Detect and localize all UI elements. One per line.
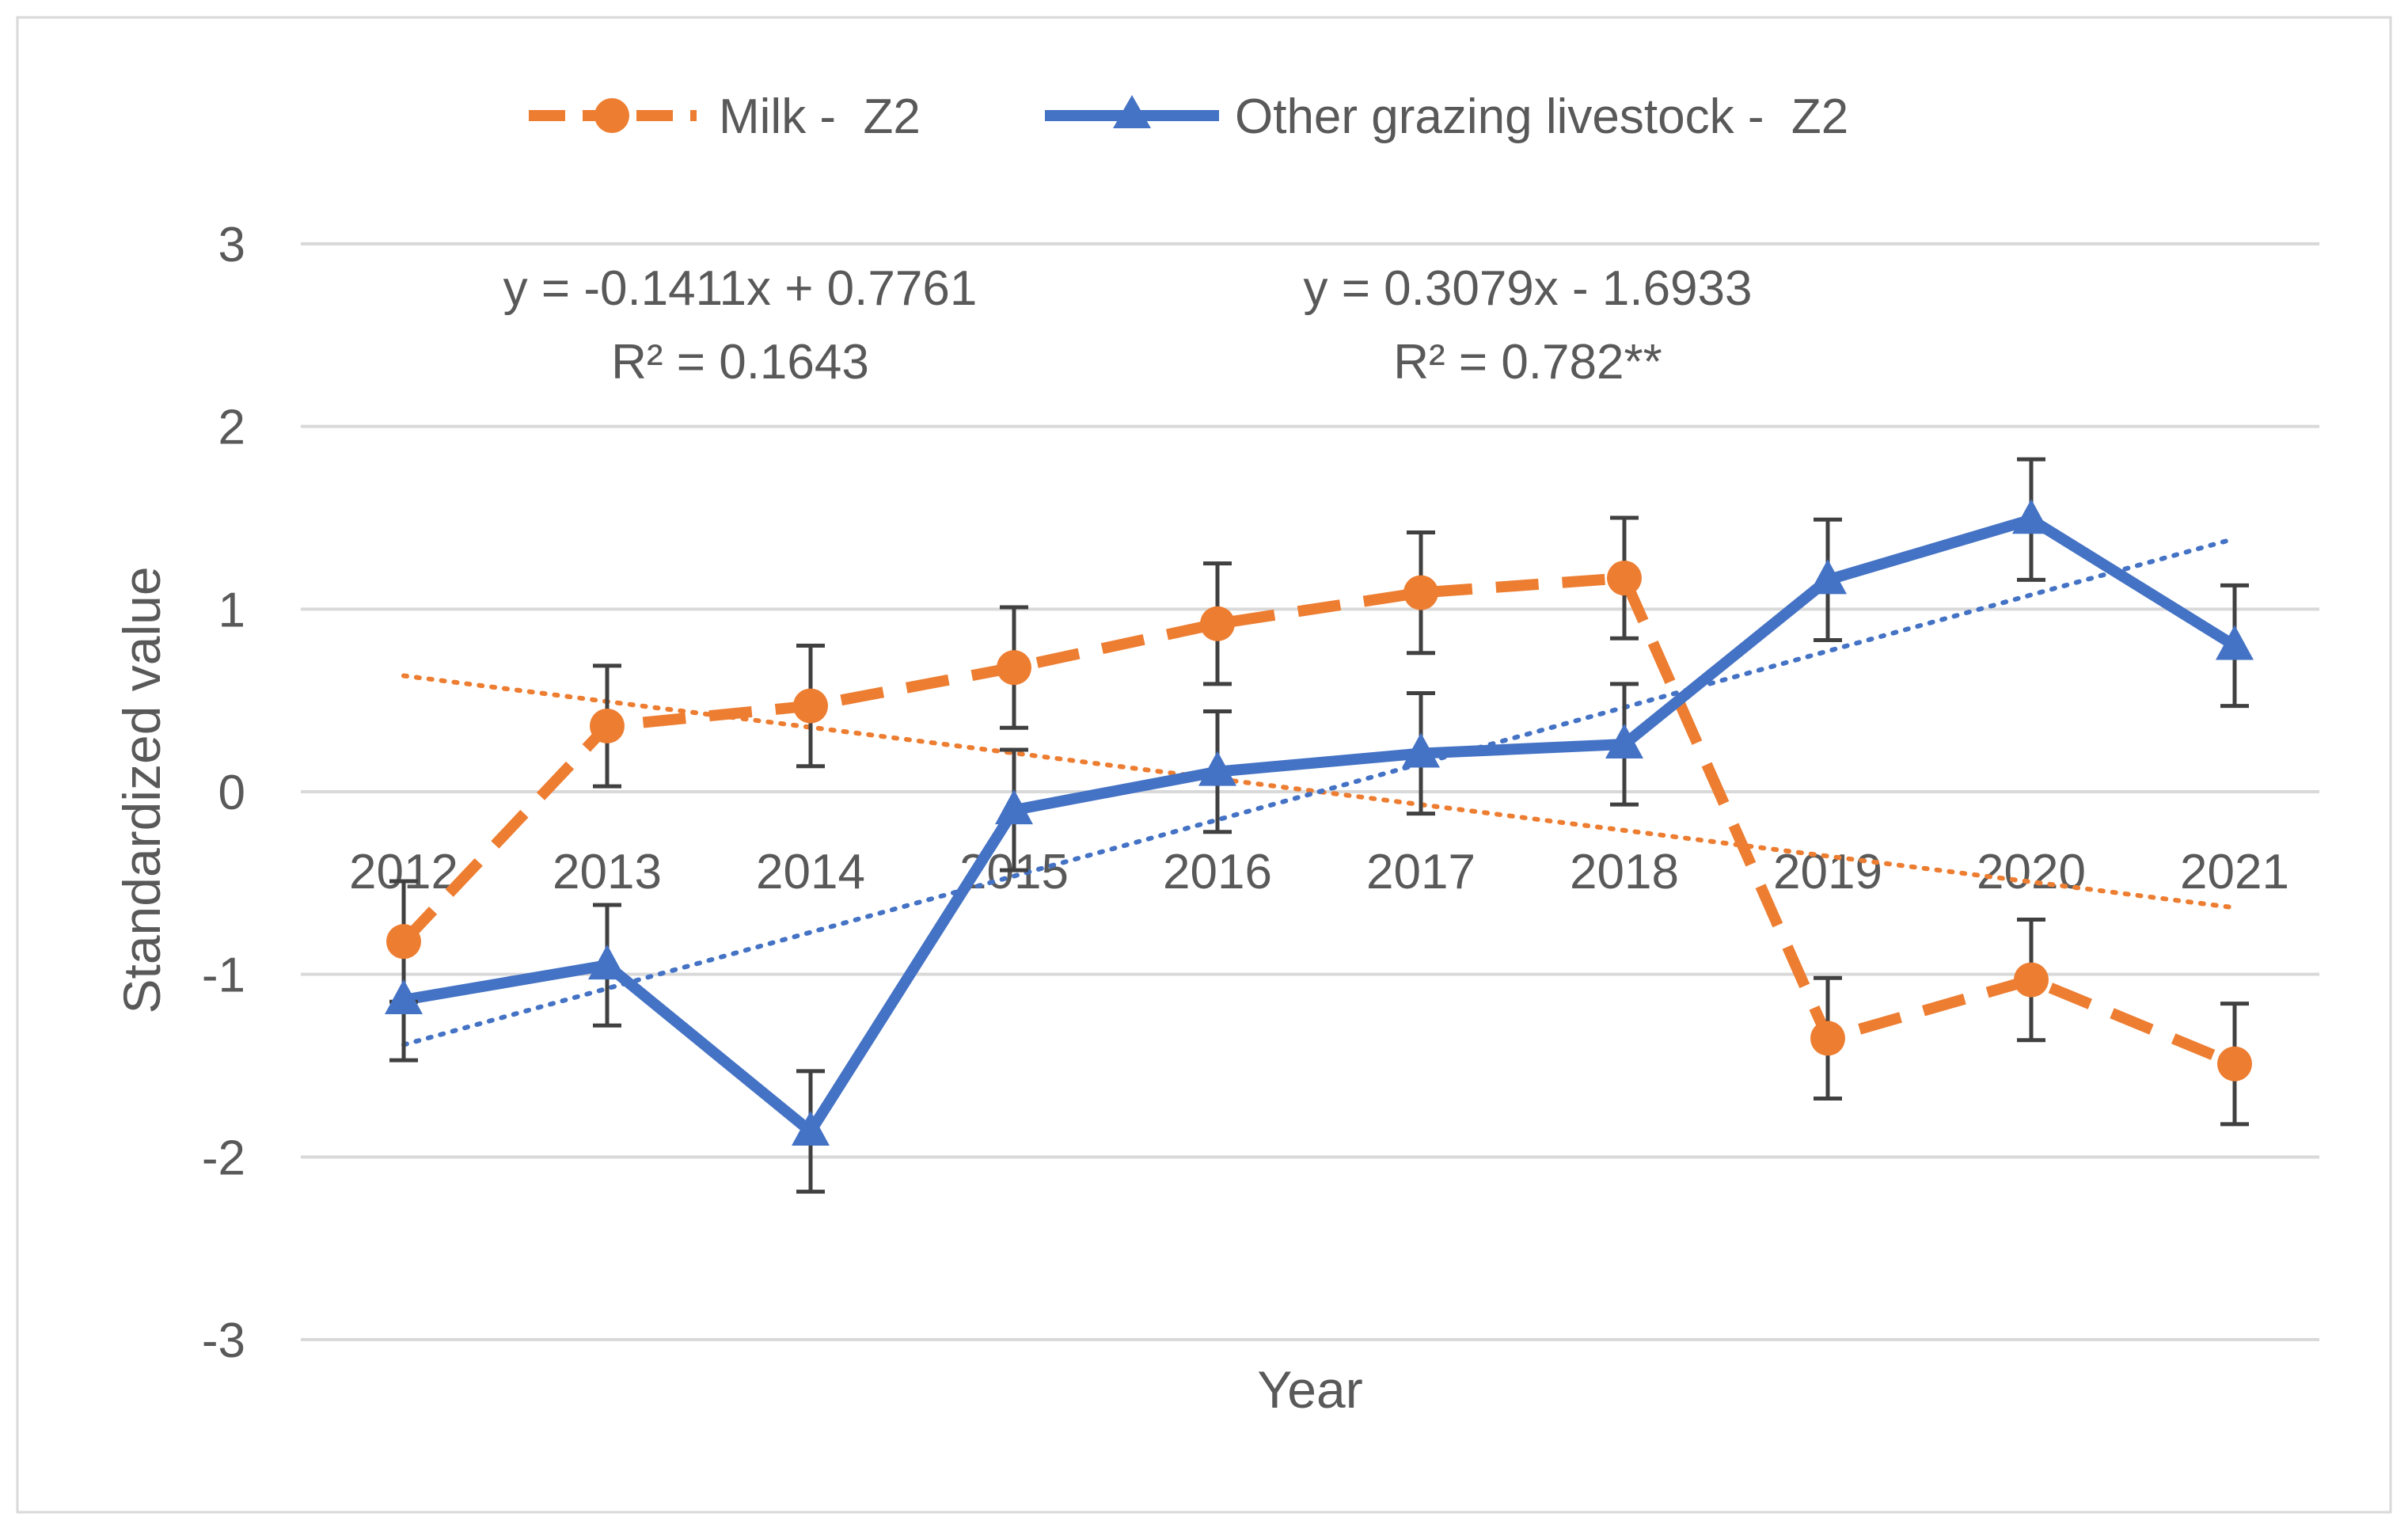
series-line-milk (399, 572, 2237, 1070)
data-point-milk (997, 650, 1031, 686)
data-point-livestock (2012, 499, 2050, 534)
x-tick-label: 2014 (756, 845, 865, 899)
x-tick-label: 2021 (2180, 845, 2289, 899)
data-point-livestock (2216, 625, 2254, 660)
data-point-milk (1403, 575, 1438, 610)
y-tick-label: 2 (218, 401, 245, 455)
legend-item-livestock[interactable]: Other grazing livestock - Z2 (1045, 89, 1848, 144)
data-point-milk (1810, 1021, 1845, 1056)
data-point-livestock (1605, 724, 1643, 759)
trendline-r2-livestock: R² = 0.782** (1393, 335, 1662, 390)
data-point-livestock (1809, 559, 1847, 595)
x-tick-label: 2020 (1977, 845, 2086, 899)
y-tick-label: -3 (202, 1313, 245, 1368)
series-line-livestock (402, 514, 2238, 1138)
data-point-livestock (1198, 751, 1236, 786)
data-point-livestock (1402, 732, 1440, 768)
trendline-equation-milk: y = -0.1411x + 0.7761 (503, 261, 978, 316)
y-axis-label: Standardized value (112, 566, 171, 1013)
y-tick-label: -2 (202, 1131, 245, 1185)
trendline-livestock (401, 536, 2237, 1047)
legend-marker-livestock (1113, 95, 1151, 128)
legend-marker-milk (594, 98, 629, 133)
legend-item-milk[interactable]: Milk - Z2 (529, 89, 921, 144)
data-point-livestock (385, 979, 423, 1014)
y-tick-label: 1 (218, 583, 245, 637)
trendlines (401, 536, 2237, 1047)
data-point-milk (386, 924, 421, 960)
x-axis-label: Year (1257, 1360, 1362, 1419)
x-tick-label: 2013 (553, 845, 662, 899)
data-point-livestock (792, 1111, 830, 1146)
legend: Milk - Z2 Other grazing livestock - Z2 (529, 89, 1848, 144)
y-tick-label: -1 (202, 948, 245, 1003)
chart-border (16, 16, 2392, 1514)
data-point-milk (1200, 606, 1235, 641)
data-point-milk (590, 708, 625, 743)
markers (385, 499, 2254, 1146)
legend-label-livestock: Other grazing livestock - Z2 (1235, 89, 1848, 144)
data-point-milk (2014, 962, 2049, 998)
data-point-milk (1607, 561, 1642, 596)
y-tick-label: 0 (218, 766, 245, 820)
x-tick-label: 2017 (1366, 845, 1476, 899)
trendline-equation-livestock: y = 0.3079x - 1.6933 (1303, 261, 1752, 316)
trendline-r2-milk: R² = 0.1643 (611, 335, 869, 390)
x-tick-label: 2019 (1773, 845, 1882, 899)
series-group (399, 514, 2238, 1138)
x-tick-label: 2018 (1570, 845, 1679, 899)
x-axis-ticks: 2012201320142015201620172018201920202021 (349, 845, 2289, 899)
data-point-milk (2217, 1046, 2252, 1082)
data-point-livestock (588, 945, 626, 980)
x-tick-label: 2016 (1163, 845, 1272, 899)
data-point-livestock (995, 789, 1033, 825)
y-axis-ticks: 3 2 1 0 -1 -2 -3 (202, 218, 245, 1368)
data-point-milk (793, 688, 828, 724)
legend-label-milk: Milk - Z2 (719, 89, 921, 144)
y-tick-label: 3 (218, 218, 245, 272)
